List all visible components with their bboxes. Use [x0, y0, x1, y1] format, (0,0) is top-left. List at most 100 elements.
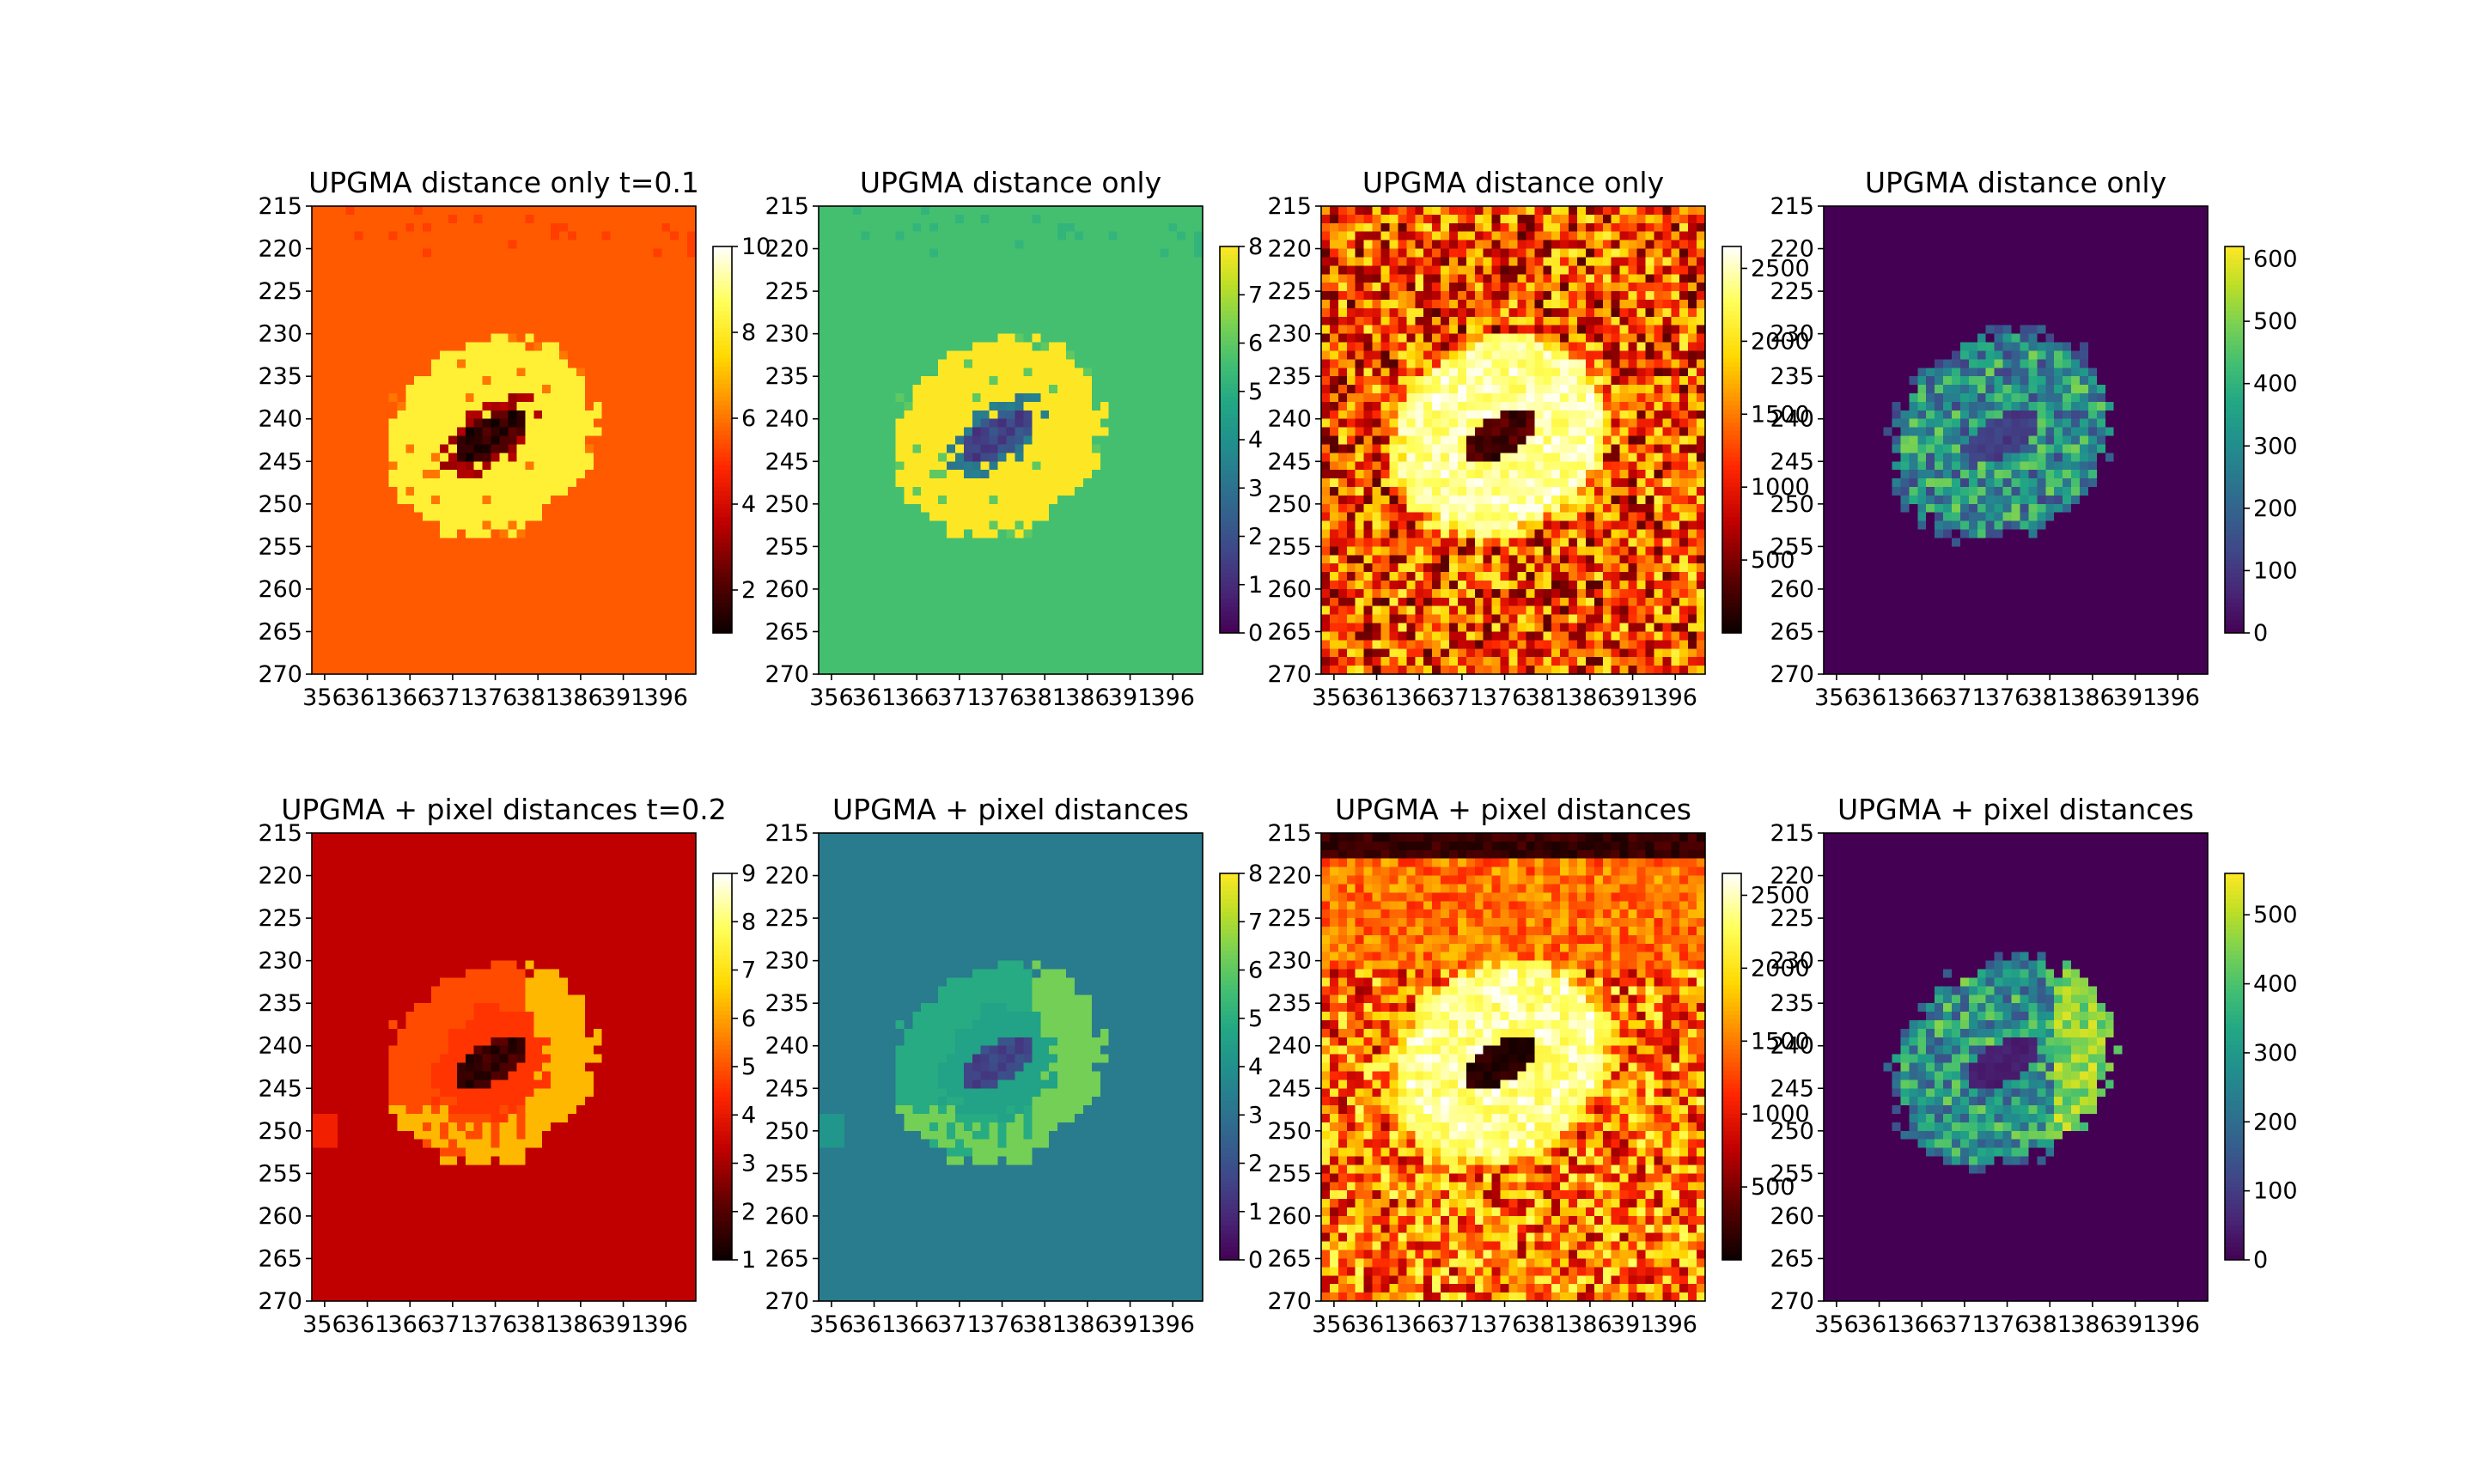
heatmap-cell [1006, 512, 1016, 522]
heatmap-cell [440, 453, 449, 462]
heatmap-cell [687, 529, 697, 539]
heatmap-cell [1194, 410, 1203, 420]
heatmap-cell [887, 231, 896, 241]
heatmap-cell [551, 623, 560, 633]
heatmap-cell [1151, 444, 1161, 453]
heatmap-cell [320, 487, 330, 496]
heatmap-cell [835, 461, 845, 471]
heatmap-cell [1040, 503, 1050, 514]
heatmap-cell [989, 503, 999, 514]
heatmap-cell [1091, 325, 1101, 335]
heatmap-cell [1100, 563, 1110, 573]
heatmap-cell [371, 470, 381, 479]
heatmap-cell [448, 648, 458, 658]
heatmap-cell [576, 555, 586, 564]
heatmap-cell [397, 316, 406, 326]
heatmap-cell [1066, 495, 1076, 505]
heatmap-cell [835, 640, 845, 649]
heatmap-cell [1023, 359, 1033, 368]
heatmap-cell [363, 418, 373, 429]
heatmap-cell [601, 631, 612, 641]
heatmap-cell [644, 453, 654, 462]
heatmap-cell [1117, 597, 1127, 607]
heatmap-cell [826, 316, 837, 326]
heatmap-cell [618, 597, 629, 607]
heatmap-cell [947, 444, 956, 453]
heatmap-cell [388, 257, 398, 266]
heatmap-cell [1117, 401, 1127, 411]
heatmap-cell [1117, 291, 1127, 301]
heatmap-cell [1168, 393, 1178, 403]
heatmap-cell [997, 368, 1008, 377]
heatmap-cell [542, 333, 551, 344]
heatmap-cell [997, 231, 1008, 241]
heatmap-cell [1134, 588, 1144, 599]
heatmap-cell [1160, 538, 1169, 547]
heatmap-cell [516, 478, 526, 488]
heatmap-cell [380, 265, 389, 275]
heatmap-cell [576, 325, 586, 335]
heatmap-cell [345, 529, 356, 539]
heatmap-cell [414, 231, 424, 241]
heatmap-cell [653, 657, 662, 666]
heatmap-cell [852, 283, 862, 292]
heatmap-cell [1006, 538, 1016, 547]
heatmap-cell [1185, 581, 1195, 590]
heatmap-cell [1177, 444, 1186, 453]
heatmap-cell [328, 333, 338, 344]
heatmap-cell [328, 597, 338, 607]
heatmap-cell [380, 605, 389, 616]
heatmap-cell [947, 648, 956, 658]
heatmap-cell [473, 248, 484, 258]
heatmap-cell [980, 248, 990, 258]
heatmap-cell [1177, 470, 1186, 479]
heatmap-cell [576, 231, 586, 241]
heatmap-cell [618, 368, 629, 377]
heatmap-cell [997, 529, 1008, 539]
heatmap-cell [869, 487, 880, 496]
heatmap-cell [345, 231, 356, 241]
heatmap-cell [1185, 418, 1195, 429]
heatmap-cell [1082, 248, 1093, 258]
heatmap-cell [819, 214, 828, 224]
heatmap-cell [1134, 597, 1144, 607]
heatmap-cell [687, 393, 697, 403]
heatmap-cell [559, 300, 569, 309]
heatmap-cell [1091, 588, 1101, 599]
heatmap-cell [1040, 393, 1050, 403]
heatmap-cell [997, 648, 1008, 658]
heatmap-cell [826, 325, 837, 335]
heatmap-cell [380, 512, 389, 522]
heatmap-cell [1057, 563, 1067, 573]
heatmap-cell [371, 538, 381, 547]
heatmap-cell [456, 503, 466, 514]
colorbar-segment [713, 470, 732, 475]
heatmap-cell [1006, 470, 1016, 479]
heatmap-cell [929, 231, 939, 241]
heatmap-cell [499, 342, 509, 352]
heatmap-cell [1040, 581, 1050, 590]
heatmap-cell [1134, 605, 1144, 616]
colorbar-segment [713, 427, 732, 432]
heatmap-cell [1151, 325, 1161, 335]
heatmap-cell [405, 666, 415, 675]
heatmap-cell [921, 588, 930, 599]
heatmap-cell [1168, 410, 1178, 420]
heatmap-cell [887, 300, 896, 309]
heatmap-cell [997, 274, 1008, 283]
heatmap-cell [440, 427, 449, 437]
heatmap-cell [954, 503, 965, 514]
heatmap-cell [456, 648, 466, 658]
heatmap-cell [551, 470, 560, 479]
heatmap-cell [610, 503, 620, 514]
heatmap-cell [972, 240, 982, 250]
heatmap-cell [508, 444, 517, 453]
heatmap-cell [328, 520, 338, 531]
heatmap-cell [661, 393, 671, 403]
heatmap-cell [473, 291, 484, 301]
heatmap-cell [414, 503, 424, 514]
heatmap-cell [1023, 307, 1033, 318]
heatmap-cell [661, 342, 671, 352]
heatmap-cell [618, 666, 629, 675]
heatmap-cell [861, 538, 871, 547]
